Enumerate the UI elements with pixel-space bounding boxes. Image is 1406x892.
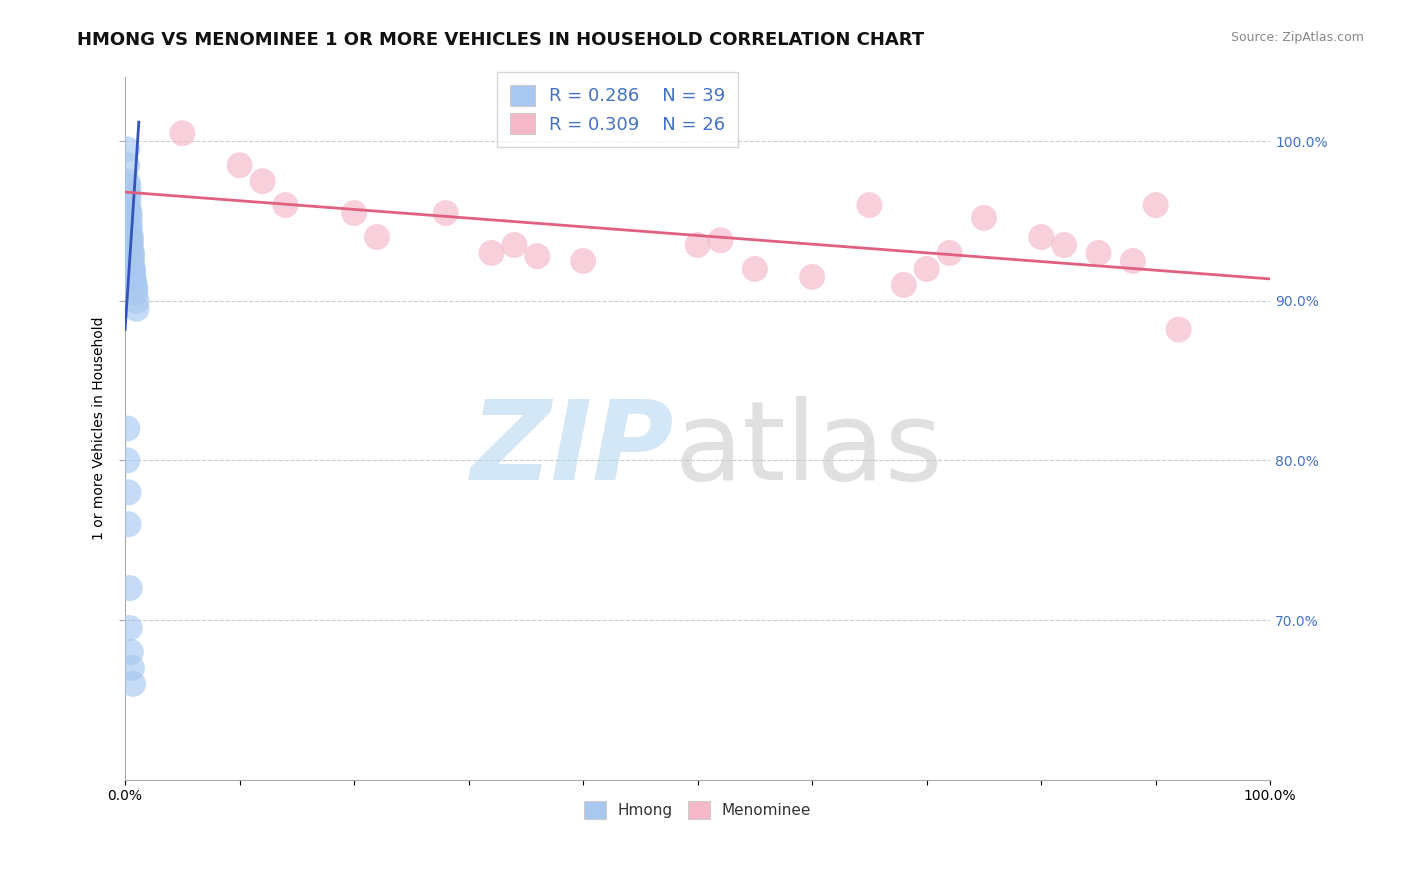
Point <box>120 230 142 244</box>
Point <box>117 485 139 500</box>
Point <box>124 285 146 300</box>
Point <box>434 206 457 220</box>
Point <box>503 238 526 252</box>
Point <box>121 661 143 675</box>
Point <box>122 269 145 284</box>
Point <box>252 174 274 188</box>
Point <box>117 198 139 212</box>
Point <box>686 238 709 252</box>
Point <box>118 621 141 635</box>
Point <box>274 198 297 212</box>
Point <box>117 421 139 435</box>
Point <box>122 262 145 277</box>
Point <box>117 174 139 188</box>
Text: ZIP: ZIP <box>471 396 675 503</box>
Point <box>366 230 388 244</box>
Point <box>125 301 148 316</box>
Point <box>117 453 139 467</box>
Point <box>228 158 250 172</box>
Point <box>118 581 141 595</box>
Point <box>801 269 824 284</box>
Text: Source: ZipAtlas.com: Source: ZipAtlas.com <box>1230 31 1364 45</box>
Point <box>117 190 139 204</box>
Point <box>915 262 938 277</box>
Legend: Hmong, Menominee: Hmong, Menominee <box>578 795 817 824</box>
Point <box>1122 254 1144 268</box>
Point <box>117 178 139 193</box>
Point <box>1167 322 1189 336</box>
Point <box>118 217 141 231</box>
Point <box>893 277 915 292</box>
Point <box>481 246 503 260</box>
Point <box>118 227 141 241</box>
Point <box>124 281 146 295</box>
Point <box>122 275 145 289</box>
Point <box>1087 246 1109 260</box>
Point <box>121 249 143 263</box>
Point <box>938 246 960 260</box>
Point <box>120 645 142 659</box>
Point <box>1144 198 1167 212</box>
Point <box>709 233 731 247</box>
Y-axis label: 1 or more Vehicles in Household: 1 or more Vehicles in Household <box>93 317 107 541</box>
Point <box>118 206 141 220</box>
Point <box>120 233 142 247</box>
Point <box>121 259 143 273</box>
Point <box>117 158 139 172</box>
Point <box>572 254 595 268</box>
Text: HMONG VS MENOMINEE 1 OR MORE VEHICLES IN HOUSEHOLD CORRELATION CHART: HMONG VS MENOMINEE 1 OR MORE VEHICLES IN… <box>77 31 925 49</box>
Point <box>117 142 139 156</box>
Point <box>744 262 766 277</box>
Point <box>118 222 141 236</box>
Point <box>172 126 194 140</box>
Point <box>117 517 139 532</box>
Point <box>122 277 145 292</box>
Point <box>118 211 141 225</box>
Point <box>526 249 548 263</box>
Point <box>120 243 142 257</box>
Point <box>973 211 995 225</box>
Point <box>121 254 143 268</box>
Point <box>1053 238 1076 252</box>
Point <box>125 293 148 308</box>
Point <box>858 198 880 212</box>
Point <box>122 265 145 279</box>
Point <box>117 204 139 219</box>
Point <box>121 246 143 260</box>
Point <box>120 238 142 252</box>
Point <box>343 206 366 220</box>
Text: atlas: atlas <box>675 396 943 503</box>
Point <box>122 677 145 691</box>
Point <box>1031 230 1053 244</box>
Point <box>117 186 139 200</box>
